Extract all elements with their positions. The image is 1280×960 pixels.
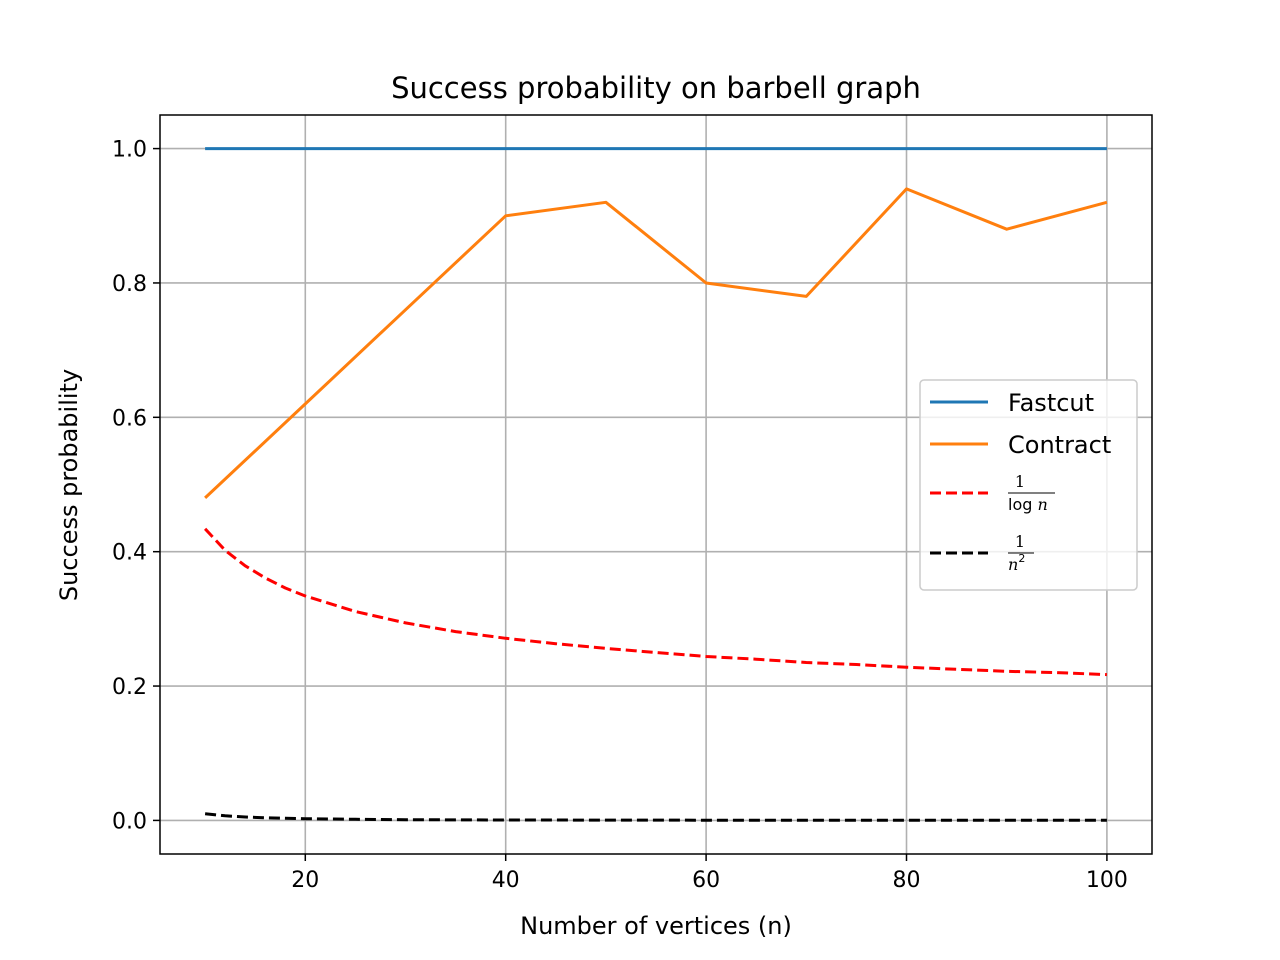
- plot-frame: [159, 114, 1153, 855]
- chart-title: Success probability on barbell graph: [391, 71, 921, 105]
- x-axis-label: Number of vertices (n): [520, 912, 792, 940]
- y-tick-label: 1.0: [112, 138, 147, 163]
- legend-label-denominator: log n: [1008, 495, 1048, 514]
- legend-box: [919, 379, 1138, 591]
- y-tick-label: 0.2: [112, 675, 147, 700]
- x-tick-label: 100: [1086, 868, 1128, 893]
- y-axis-label: Success probability: [55, 369, 83, 601]
- y-tick-label: 0.8: [112, 272, 147, 297]
- legend-label-fastcut: Fastcut: [1008, 389, 1094, 417]
- y-tick-label: 0.4: [112, 541, 147, 566]
- x-tick-label: 40: [492, 868, 520, 893]
- legend-label-denominator: n2: [1008, 552, 1025, 574]
- x-axis-ticks: 20 40 60 80 100: [291, 854, 1128, 893]
- legend-label-numerator: 1: [1015, 532, 1025, 551]
- y-axis-ticks: 0.0 0.2 0.4 0.6 0.8 1.0: [112, 138, 160, 834]
- legend-label-contract: Contract: [1008, 431, 1111, 459]
- y-tick-label: 0.6: [112, 406, 147, 431]
- series-line-contract: [204, 187, 1108, 499]
- plot-series: [204, 147, 1108, 822]
- series-line-1-log-n: [204, 527, 1107, 677]
- x-tick-label: 80: [893, 868, 921, 893]
- series-line-1-n-2: [204, 812, 1107, 822]
- legend-label-numerator: 1: [1015, 472, 1025, 491]
- y-tick-label: 0.0: [112, 809, 147, 834]
- x-tick-label: 20: [291, 868, 319, 893]
- x-tick-label: 60: [692, 868, 720, 893]
